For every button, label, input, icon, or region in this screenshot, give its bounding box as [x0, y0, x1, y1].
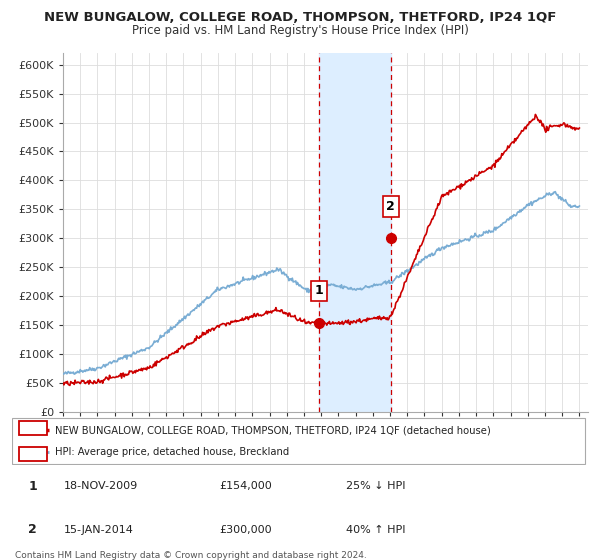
Text: £300,000: £300,000 [220, 525, 272, 535]
Text: 40% ↑ HPI: 40% ↑ HPI [346, 525, 406, 535]
FancyBboxPatch shape [19, 421, 47, 435]
FancyBboxPatch shape [12, 418, 585, 464]
Text: 25% ↓ HPI: 25% ↓ HPI [346, 481, 406, 491]
Text: NEW BUNGALOW, COLLEGE ROAD, THOMPSON, THETFORD, IP24 1QF (detached house): NEW BUNGALOW, COLLEGE ROAD, THOMPSON, TH… [55, 425, 491, 435]
Text: HPI: Average price, detached house, Breckland: HPI: Average price, detached house, Brec… [55, 447, 289, 457]
Text: NEW BUNGALOW, COLLEGE ROAD, THOMPSON, THETFORD, IP24 1QF: NEW BUNGALOW, COLLEGE ROAD, THOMPSON, TH… [44, 11, 556, 24]
Text: 18-NOV-2009: 18-NOV-2009 [64, 481, 138, 491]
Text: 15-JAN-2014: 15-JAN-2014 [64, 525, 134, 535]
Text: Contains HM Land Registry data © Crown copyright and database right 2024.
This d: Contains HM Land Registry data © Crown c… [15, 551, 367, 560]
Text: Price paid vs. HM Land Registry's House Price Index (HPI): Price paid vs. HM Land Registry's House … [131, 24, 469, 36]
Bar [319, 53, 391, 412]
FancyBboxPatch shape [19, 447, 47, 461]
Text: 1: 1 [28, 480, 37, 493]
Text: 2: 2 [28, 523, 37, 536]
Text: 1: 1 [315, 284, 323, 297]
Text: 2: 2 [386, 200, 395, 213]
Text: £154,000: £154,000 [220, 481, 272, 491]
